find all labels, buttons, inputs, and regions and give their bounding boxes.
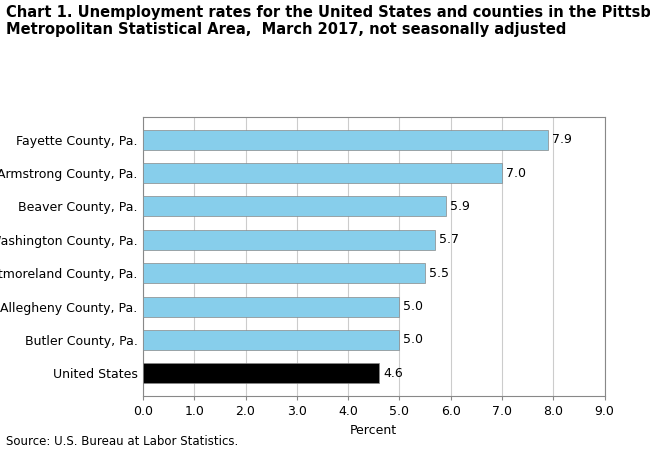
Text: 5.5: 5.5 <box>429 267 449 280</box>
Bar <box>143 363 379 383</box>
Bar <box>143 330 399 350</box>
Text: 7.9: 7.9 <box>552 133 572 146</box>
Text: 5.9: 5.9 <box>450 200 469 213</box>
X-axis label: Percent: Percent <box>350 423 397 436</box>
Text: 5.0: 5.0 <box>404 333 424 346</box>
Text: 4.6: 4.6 <box>383 367 403 380</box>
Bar <box>143 163 502 183</box>
Bar <box>143 130 548 150</box>
Bar <box>143 263 425 283</box>
Text: 7.0: 7.0 <box>506 166 526 180</box>
Text: Chart 1. Unemployment rates for the United States and counties in the Pittsburgh: Chart 1. Unemployment rates for the Unit… <box>6 4 650 37</box>
Text: 5.0: 5.0 <box>404 300 424 313</box>
Text: 5.7: 5.7 <box>439 233 460 246</box>
Bar <box>143 230 436 250</box>
Text: Source: U.S. Bureau at Labor Statistics.: Source: U.S. Bureau at Labor Statistics. <box>6 435 239 448</box>
Bar <box>143 297 399 316</box>
Bar <box>143 197 445 216</box>
